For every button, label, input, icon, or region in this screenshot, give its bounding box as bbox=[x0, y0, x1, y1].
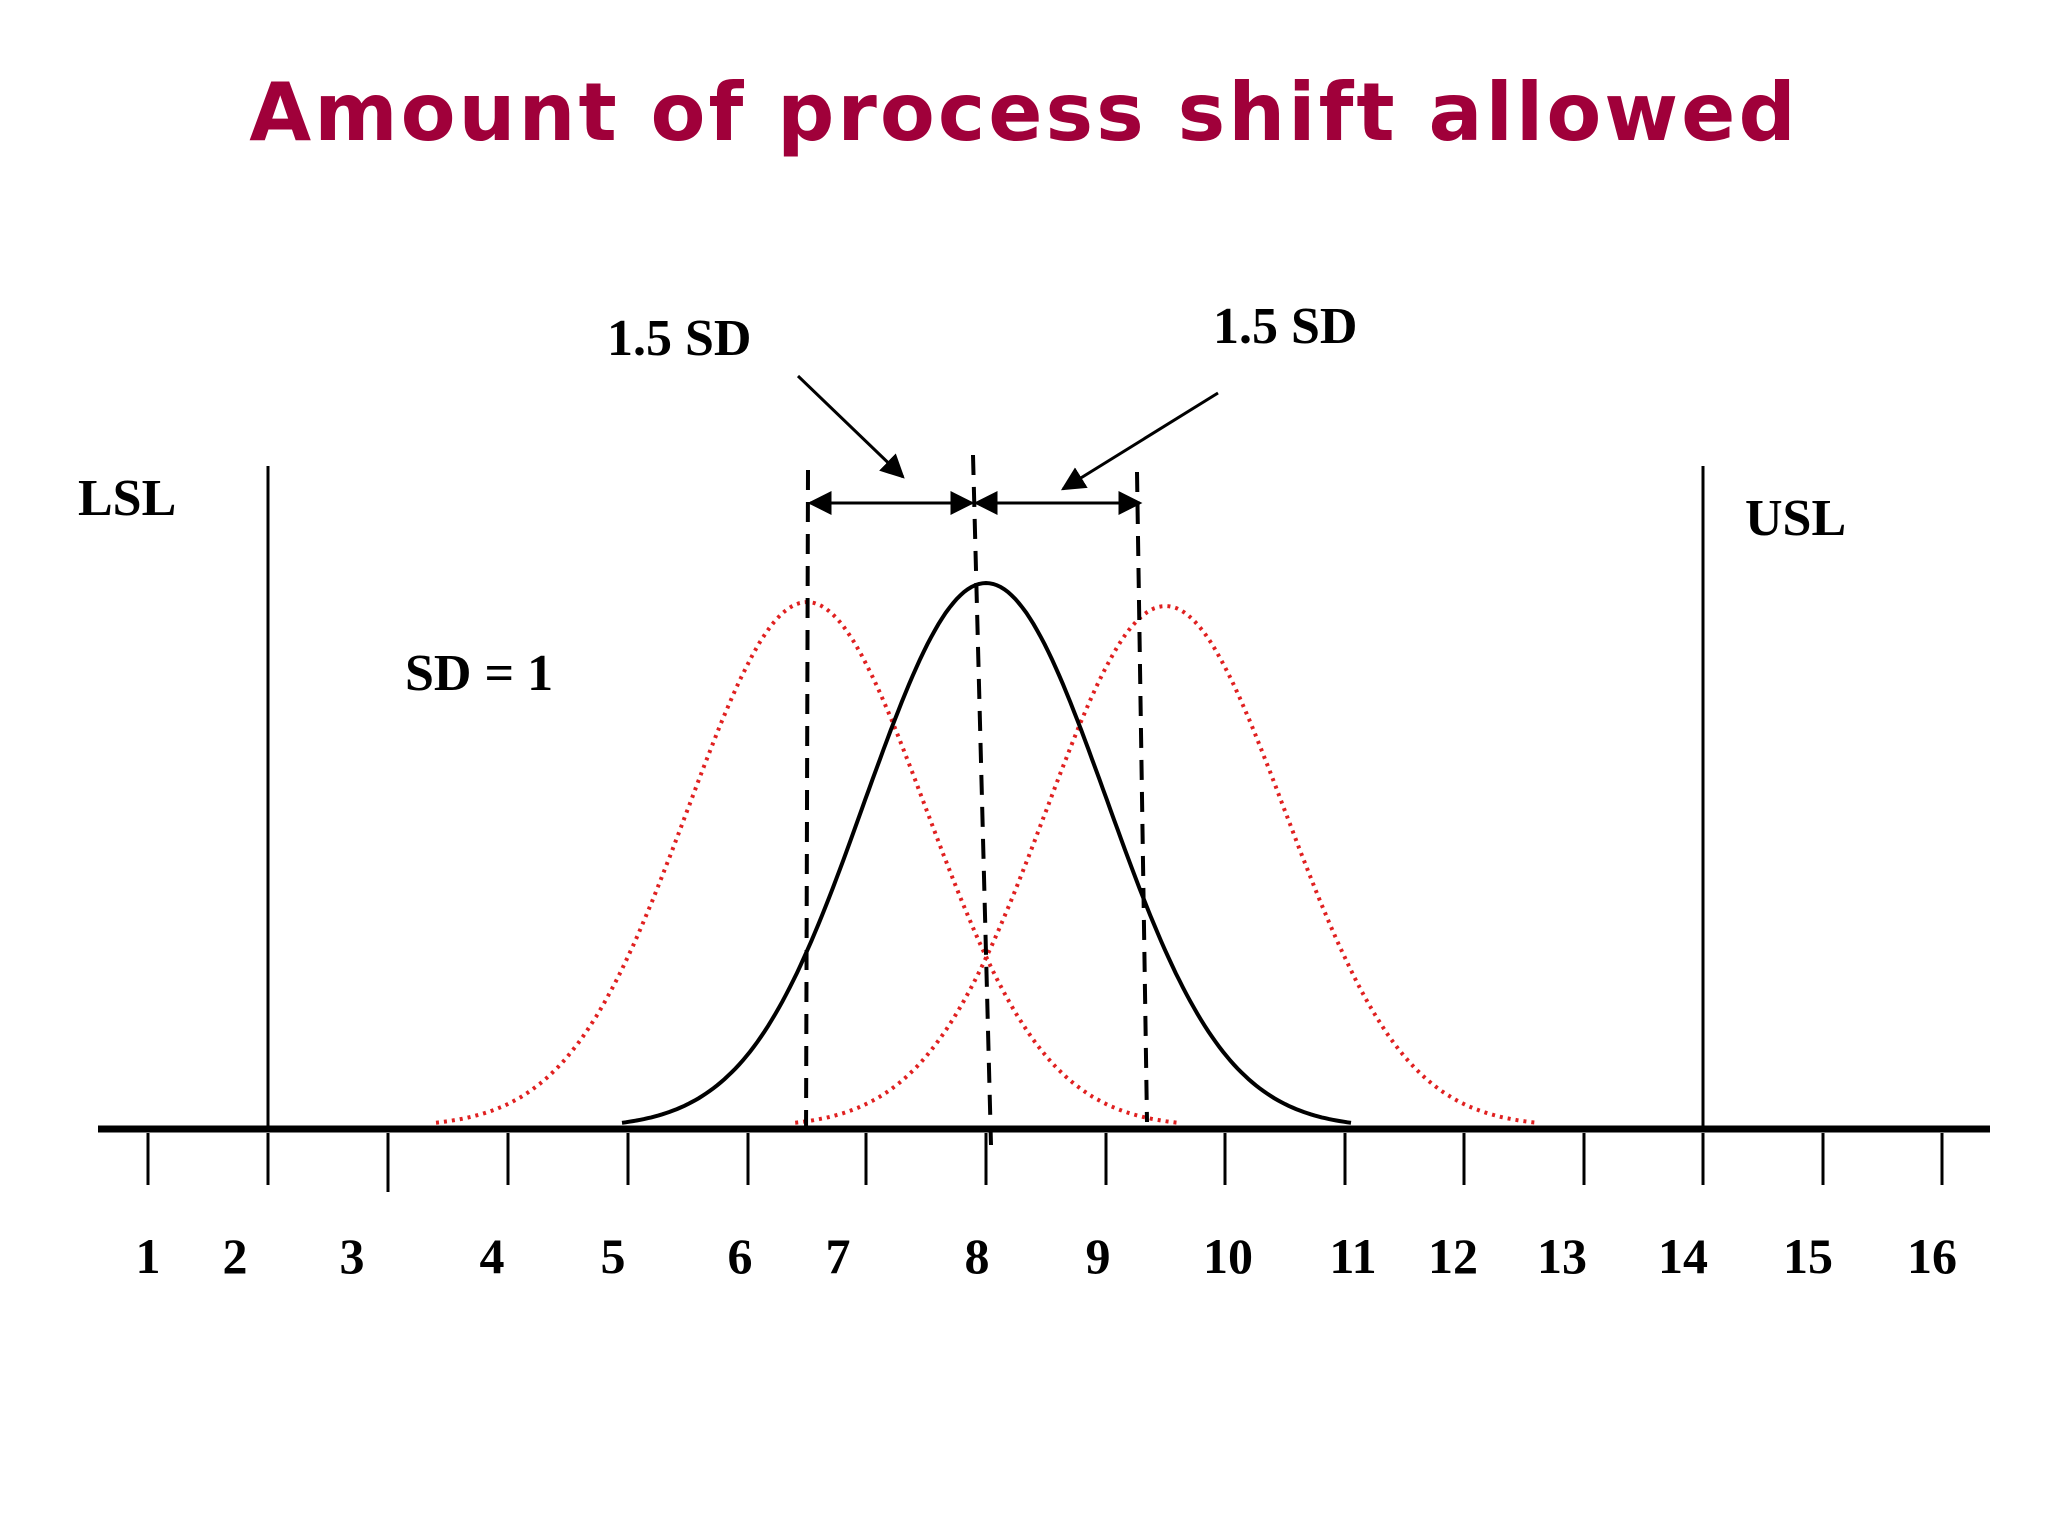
shifted-left-mean-line bbox=[804, 469, 810, 1143]
x-axis-tick-label: 14 bbox=[1658, 1228, 1708, 1284]
shifted-right-mean-line bbox=[1135, 471, 1149, 1123]
x-axis-tick-label: 5 bbox=[601, 1228, 626, 1284]
x-axis-tick-label: 7 bbox=[826, 1228, 851, 1284]
x-axis-tick-labels: 1 2 3 4 5 6 7 8 9 10 11 12 13 14 15 16 bbox=[136, 1228, 1958, 1284]
x-axis-tick-label: 2 bbox=[223, 1228, 248, 1284]
shifted-right-distribution bbox=[794, 603, 1537, 1125]
shift-left-pointer-arrow bbox=[796, 374, 905, 479]
lsl-label: LSL bbox=[78, 470, 176, 527]
x-axis-tick-label: 3 bbox=[340, 1228, 365, 1284]
slide-title: Amount of process shift allowed bbox=[249, 66, 1799, 159]
centered-distribution bbox=[621, 580, 1352, 1125]
shift-right-label: 1.5 SD bbox=[1213, 298, 1357, 355]
sd-label: SD = 1 bbox=[405, 645, 553, 702]
x-axis-tick-label: 12 bbox=[1428, 1228, 1478, 1284]
usl-label: USL bbox=[1745, 490, 1846, 547]
x-axis-ticks bbox=[146, 1133, 1944, 1192]
x-axis-tick-label: 11 bbox=[1329, 1228, 1376, 1284]
x-axis-tick-label: 9 bbox=[1086, 1228, 1111, 1284]
center-mean-line bbox=[971, 454, 993, 1146]
shift-left-label: 1.5 SD bbox=[607, 310, 751, 367]
x-axis-tick-label: 16 bbox=[1907, 1228, 1957, 1284]
x-axis-tick-label: 4 bbox=[480, 1228, 505, 1284]
x-axis-tick-label: 6 bbox=[728, 1228, 753, 1284]
x-axis-tick-label: 13 bbox=[1537, 1228, 1587, 1284]
x-axis-tick-label: 10 bbox=[1203, 1228, 1253, 1284]
x-axis-tick-label: 15 bbox=[1783, 1228, 1833, 1284]
x-axis-tick-label: 1 bbox=[136, 1228, 161, 1284]
shift-right-pointer-arrow bbox=[1060, 391, 1219, 491]
x-axis-tick-label: 8 bbox=[965, 1228, 990, 1284]
